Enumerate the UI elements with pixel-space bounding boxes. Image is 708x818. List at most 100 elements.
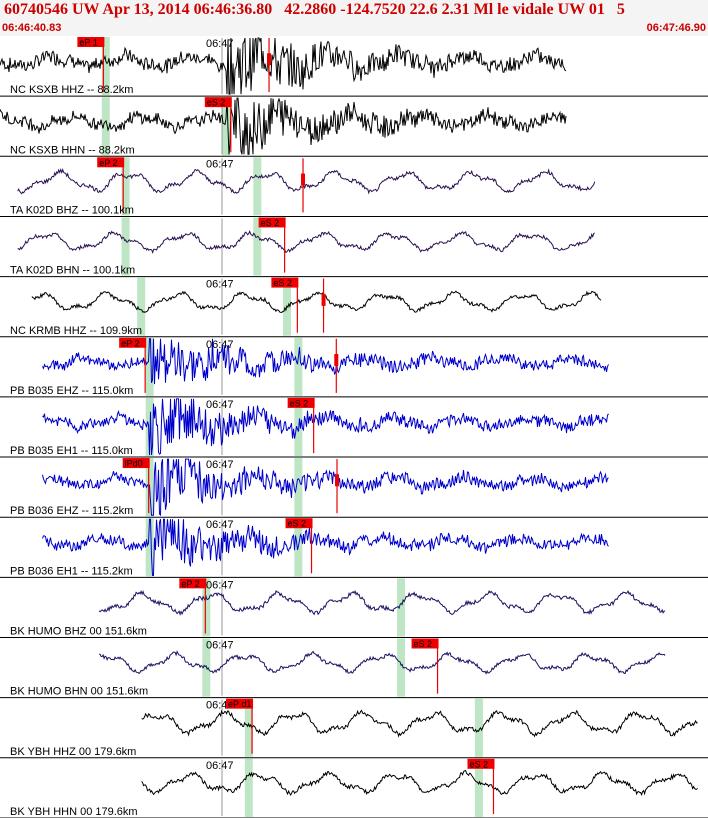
station-label: BK HUMO BHZ 00 151.6km bbox=[10, 626, 147, 638]
minute-label: 06:47 bbox=[206, 38, 234, 50]
phase-pick-label: eS 2 bbox=[261, 218, 280, 228]
station-label: TA K02D BHN -- 100.1km bbox=[10, 265, 135, 277]
pick-window-band bbox=[244, 758, 253, 817]
waveform[interactable] bbox=[42, 338, 609, 385]
pick-window-band bbox=[253, 217, 262, 276]
trace-row[interactable]: eS 2 NC KSXB HHN -- 88.2km bbox=[0, 97, 708, 157]
pick-window-band bbox=[145, 337, 154, 396]
phase-pick-marker[interactable] bbox=[335, 474, 340, 487]
waveform[interactable] bbox=[141, 769, 698, 797]
trace-row[interactable]: 06:47 eP 2 TA K02D BHZ -- 100.1km bbox=[0, 157, 708, 217]
trace-row[interactable]: 06:47 eS 2 BK HUMO BHN 00 151.6km bbox=[0, 638, 708, 699]
station-label: PB B036 EHZ -- 115.2km bbox=[10, 505, 133, 517]
pick-window-band bbox=[101, 37, 110, 96]
phase-pick-box[interactable] bbox=[122, 458, 150, 469]
phase-pick-label: eP 2 bbox=[121, 338, 139, 348]
phase-pick-box[interactable] bbox=[226, 698, 254, 709]
phase-pick-box[interactable] bbox=[287, 397, 315, 408]
pick-window-band bbox=[202, 578, 211, 637]
waveform[interactable] bbox=[141, 709, 698, 738]
trace-row[interactable]: 06:47 eS 2 PB B035 EH1 -- 115.0km bbox=[0, 397, 708, 458]
phase-pick-box[interactable] bbox=[97, 157, 125, 168]
phase-pick-label: eP 1 bbox=[79, 38, 97, 48]
phase-pick-box[interactable] bbox=[179, 578, 207, 589]
pick-window-band bbox=[222, 97, 231, 156]
trace-row[interactable]: 06:47 iPd0 PB B036 EHZ -- 115.2km bbox=[0, 458, 708, 518]
waveform[interactable] bbox=[0, 37, 567, 95]
pick-window-band bbox=[397, 638, 406, 697]
pick-window-band bbox=[474, 758, 483, 817]
phase-pick-label: eS 2 bbox=[288, 519, 307, 529]
phase-pick-box[interactable] bbox=[467, 758, 495, 769]
phase-pick-label: eS 2 bbox=[290, 398, 309, 408]
station-label: NC KSXB HHZ -- 88.2km bbox=[10, 84, 133, 96]
phase-pick-label: eP 2 bbox=[181, 579, 199, 589]
phase-pick-box[interactable] bbox=[411, 638, 439, 649]
pick-window-band bbox=[121, 157, 130, 216]
pick-window-band bbox=[121, 217, 130, 276]
pick-window-band bbox=[294, 337, 303, 396]
station-label: BK YBH HHZ 00 179.6km bbox=[10, 746, 136, 758]
station-label: PB B035 EHZ -- 115.0km bbox=[10, 385, 133, 397]
minute-label: 06:47 bbox=[206, 158, 234, 170]
minute-label: 06:47 bbox=[206, 459, 234, 471]
phase-pick-box[interactable] bbox=[285, 518, 313, 529]
waveform[interactable] bbox=[42, 398, 609, 456]
pick-window-band bbox=[101, 97, 110, 156]
waveform[interactable] bbox=[42, 518, 609, 576]
trace-row[interactable]: 06:47 eP 2 BK HUMO BHZ 00 151.6km bbox=[0, 578, 708, 638]
trace-row[interactable]: 06:47 eS 2 NC KRMB HHZ -- 109.9km bbox=[0, 277, 708, 338]
pick-window-band bbox=[244, 698, 253, 757]
minute-label: 06:47 bbox=[206, 640, 234, 652]
pick-window-band bbox=[137, 277, 146, 336]
waveform[interactable] bbox=[31, 290, 602, 313]
station-label: NC KSXB HHN -- 88.2km bbox=[10, 144, 135, 156]
station-label: PB B036 EH1 -- 115.2km bbox=[10, 565, 133, 577]
phase-pick-marker[interactable] bbox=[267, 53, 272, 66]
pick-window-band bbox=[294, 458, 303, 517]
minute-label: 06:47 bbox=[206, 279, 234, 291]
phase-pick-box[interactable] bbox=[204, 97, 232, 108]
minute-label: 06:47 bbox=[206, 760, 234, 772]
waveform[interactable] bbox=[99, 650, 666, 675]
station-label: PB B035 EH1 -- 115.0km bbox=[10, 445, 133, 457]
minute-label: 06:47 bbox=[206, 399, 234, 411]
phase-pick-label: iPd0 bbox=[125, 459, 143, 469]
phase-pick-box[interactable] bbox=[271, 277, 299, 288]
phase-pick-label: eS 2 bbox=[207, 98, 226, 108]
station-label: NC KRMB HHZ -- 109.9km bbox=[10, 325, 142, 337]
phase-pick-label: eP d1 bbox=[228, 699, 251, 709]
event-title: 60740546 UW Apr 13, 2014 06:46:36.80 42.… bbox=[4, 1, 625, 18]
phase-pick-marker[interactable] bbox=[321, 293, 326, 306]
minute-label: 06:47 bbox=[206, 519, 234, 531]
phase-pick-label: eS 2 bbox=[273, 278, 292, 288]
pick-window-band bbox=[397, 578, 406, 637]
waveform[interactable] bbox=[42, 458, 609, 517]
trace-row[interactable]: 06:47 eP 2 PB B035 EHZ -- 115.0km bbox=[0, 337, 708, 398]
phase-pick-box[interactable] bbox=[119, 337, 147, 348]
station-label: BK YBH HHN 00 179.6km bbox=[10, 806, 138, 818]
trace-row[interactable]: 06:47 eP 1 NC KSXB HHZ -- 88.2km bbox=[0, 37, 708, 97]
pick-window-band bbox=[253, 157, 262, 216]
waveform[interactable] bbox=[17, 168, 596, 195]
waveform[interactable] bbox=[0, 97, 567, 155]
phase-pick-box[interactable] bbox=[258, 217, 286, 228]
phase-pick-label: eS 2 bbox=[414, 639, 433, 649]
waveform[interactable] bbox=[17, 229, 595, 255]
phase-pick-marker[interactable] bbox=[334, 354, 339, 367]
pick-window-band bbox=[145, 518, 154, 577]
phase-pick-box[interactable] bbox=[77, 37, 105, 47]
trace-row[interactable]: eS 2 TA K02D BHN -- 100.1km bbox=[0, 217, 708, 278]
minute-label: 06:47 bbox=[206, 579, 234, 591]
trace-row[interactable]: 06:47 eS 2 PB B036 EH1 -- 115.2km bbox=[0, 518, 708, 578]
pick-window-band bbox=[474, 698, 483, 757]
waveform[interactable] bbox=[98, 589, 666, 616]
phase-pick-marker[interactable] bbox=[301, 173, 306, 186]
phase-pick-label: eS 2 bbox=[469, 759, 488, 769]
window-start-time: 06:46:40.83 bbox=[2, 22, 62, 34]
trace-row[interactable]: 06:47 eS 2 BK YBH HHN 00 179.6km bbox=[0, 758, 708, 818]
seismogram-panel[interactable]: 06:47 eP 1 NC KSXB HHZ -- 88.2km eS 2 NC KSX… bbox=[0, 36, 708, 818]
event-header: 60740546 UW Apr 13, 2014 06:46:36.80 42.… bbox=[0, 0, 708, 36]
minute-label: 06:47 bbox=[206, 339, 234, 351]
